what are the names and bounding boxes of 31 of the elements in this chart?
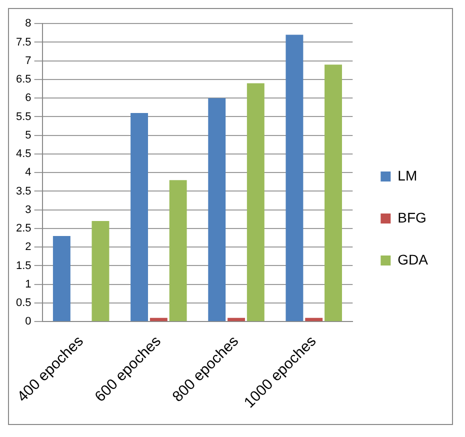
y-tick-label: 4 — [25, 166, 32, 179]
y-tick-label: 2 — [25, 241, 32, 254]
y-tick-label: 1 — [25, 278, 32, 290]
bar — [92, 221, 110, 322]
legend-label: LM — [398, 167, 418, 184]
y-tick-label: 2.5 — [16, 222, 32, 235]
y-tick-label: 7.5 — [16, 36, 32, 48]
y-tick-label: 5 — [25, 129, 32, 142]
y-tick-label: 0.5 — [16, 297, 32, 310]
y-tick-label: 4.5 — [16, 148, 32, 160]
y-tick-label: 0 — [25, 316, 32, 328]
legend-label: GDA — [398, 251, 429, 268]
y-tick-label: 6.5 — [16, 74, 32, 86]
bar — [150, 318, 168, 322]
legend-label: BFG — [398, 209, 426, 226]
bar — [246, 83, 264, 322]
bar — [228, 318, 246, 322]
y-tick-label: 7 — [25, 54, 32, 67]
bar — [286, 34, 304, 322]
bar — [305, 318, 323, 322]
bar — [169, 180, 187, 322]
bar — [130, 113, 148, 322]
bar — [52, 236, 70, 322]
y-tick-label: 3.5 — [16, 185, 32, 198]
y-tick-label: 1.5 — [16, 260, 32, 272]
bar — [208, 98, 226, 322]
y-tick-label: 3 — [25, 204, 32, 216]
y-tick-label: 8 — [25, 18, 32, 30]
y-tick-label: 6 — [25, 92, 32, 104]
y-tick-label: 5.5 — [16, 110, 32, 123]
bar — [324, 64, 342, 322]
